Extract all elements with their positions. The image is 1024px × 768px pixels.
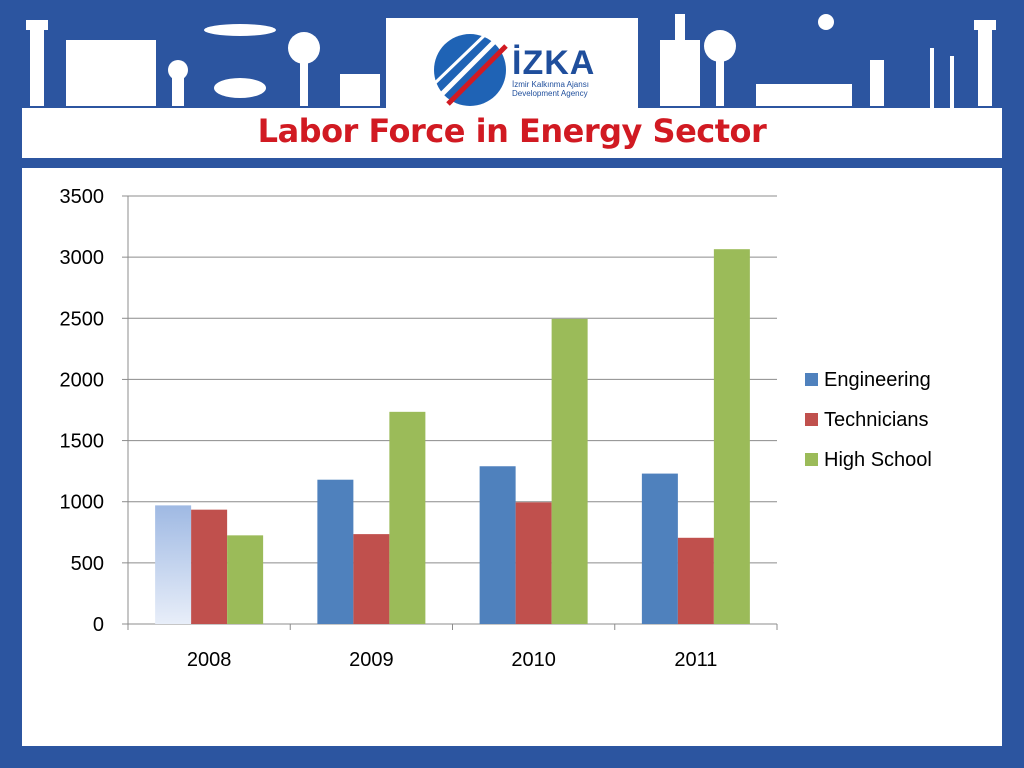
legend-swatch xyxy=(805,373,818,386)
palm-tree-right-icon xyxy=(716,50,724,106)
wind-turbine-icon xyxy=(930,48,934,108)
y-tick-label: 1000 xyxy=(60,492,105,514)
page-title: Labor Force in Energy Sector xyxy=(257,112,767,150)
monument-icon xyxy=(340,74,380,106)
legend-label: Technicians xyxy=(824,409,929,431)
izka-emblem-icon xyxy=(432,30,508,106)
logo-name: İZKA xyxy=(512,44,596,82)
bar-high-school-2009 xyxy=(389,411,426,624)
bar-engineering-2008 xyxy=(155,505,192,624)
logo-subtitle-tr: İzmir Kalkınma Ajansı xyxy=(512,80,589,89)
bar-chart: 0 500 1000 1500 2000 2500 3000 3500 2008 2009 2010… xyxy=(60,186,932,671)
legend-label: Engineering xyxy=(824,369,931,391)
bar-engineering-2009 xyxy=(317,479,354,624)
bar-technicians-2010 xyxy=(515,502,552,624)
ship-icon xyxy=(756,84,852,106)
x-tick-label: 2009 xyxy=(349,649,394,671)
horse-carriage-icon xyxy=(214,78,266,98)
statue-right-icon xyxy=(870,60,884,106)
bar-technicians-2008 xyxy=(191,509,228,624)
legend-label: High School xyxy=(824,449,932,471)
y-tick-label: 0 xyxy=(93,614,104,636)
airplane-icon xyxy=(204,24,276,36)
y-tick-label: 500 xyxy=(71,553,104,575)
x-tick-label: 2011 xyxy=(674,649,717,671)
column-left-icon xyxy=(30,28,44,106)
legend-swatch xyxy=(805,453,818,466)
y-tick-label: 3500 xyxy=(60,186,105,208)
y-tick-label: 2500 xyxy=(60,308,105,330)
y-tick-label: 1500 xyxy=(60,431,105,453)
bar-engineering-2010 xyxy=(479,466,516,624)
x-tick-label: 2008 xyxy=(187,649,232,671)
bar-technicians-2009 xyxy=(353,534,390,624)
bar-technicians-2011 xyxy=(677,537,714,624)
x-tick-label: 2010 xyxy=(511,649,556,671)
landmark-silhouettes xyxy=(26,14,996,108)
chart-panel: 0 500 1000 1500 2000 2500 3000 3500 2008 2009 2010… xyxy=(22,168,1002,746)
statue-icon xyxy=(168,60,188,80)
bar-high-school-2008 xyxy=(227,535,264,624)
palm-tree-icon xyxy=(300,50,308,106)
logo xyxy=(386,18,638,122)
sun-icon xyxy=(818,14,834,30)
bar-engineering-2011 xyxy=(641,473,678,624)
y-tick-label: 2000 xyxy=(60,369,105,391)
y-tick-label: 3000 xyxy=(60,247,105,269)
bar-high-school-2011 xyxy=(713,249,750,624)
logo-subtitle-en: Development Agency xyxy=(512,89,588,98)
clock-tower-icon xyxy=(660,40,700,106)
column-right-icon xyxy=(978,28,992,106)
column-left-capital-icon xyxy=(26,20,48,30)
library-ruin-icon xyxy=(66,40,156,106)
bar-high-school-2010 xyxy=(551,318,588,624)
legend-swatch xyxy=(805,413,818,426)
